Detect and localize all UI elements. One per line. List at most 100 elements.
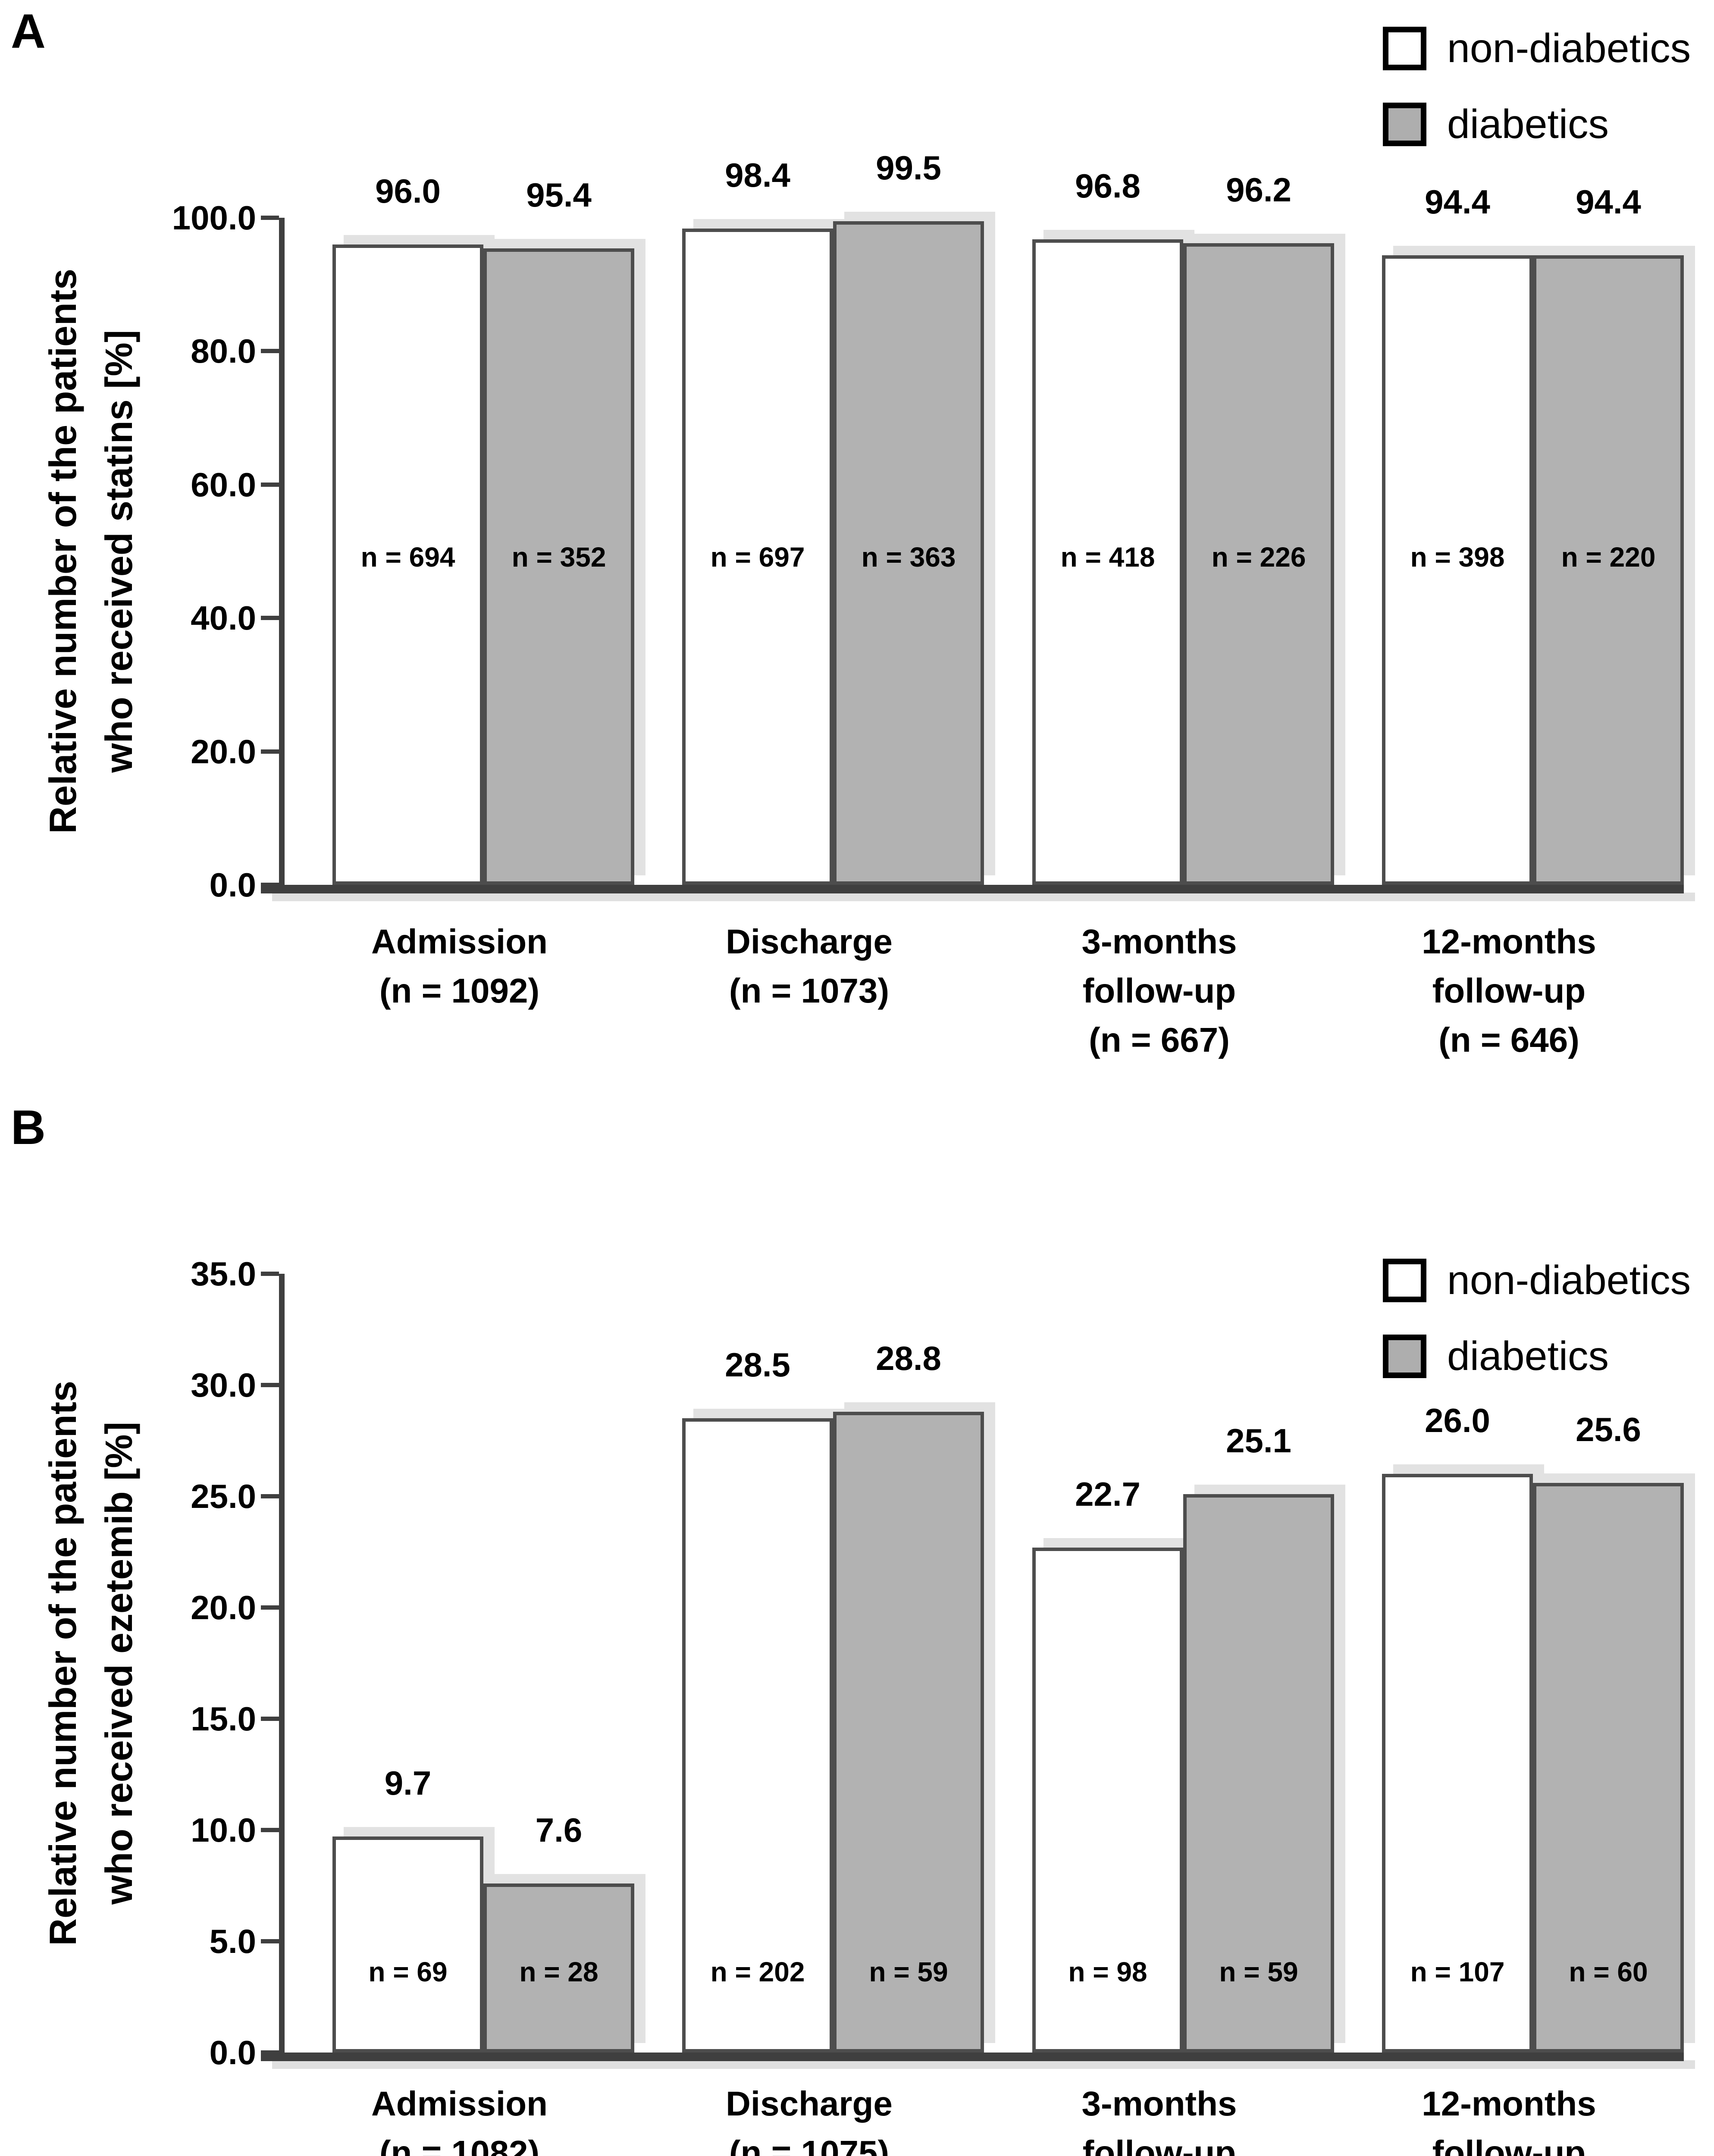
bar-n-label: n = 352 <box>511 542 606 573</box>
bar-value-label: 96.0 <box>375 172 441 210</box>
x-axis-label-line: follow-up <box>1082 2134 1236 2156</box>
y-axis-tick-label: 25.0 <box>191 1477 256 1515</box>
bar-non-diabetics <box>1032 239 1183 885</box>
bar-value-label: 25.6 <box>1576 1410 1641 1448</box>
legend-panel-a: non-diabetics diabetics <box>1383 25 1691 148</box>
y-axis-tick-mark <box>261 1494 279 1498</box>
bar-value-label: 7.6 <box>535 1811 583 1849</box>
bar-diabetics <box>1183 1494 1334 2053</box>
y-axis-tick-label: 40.0 <box>191 599 256 637</box>
panel-a-letter: A <box>11 4 46 58</box>
bar-n-label: n = 28 <box>519 1956 598 1987</box>
bar-value-label: 28.8 <box>876 1339 941 1377</box>
y-axis-tick-label: 35.0 <box>191 1255 256 1293</box>
x-axis-label-line: (n = 1092) <box>379 971 540 1010</box>
legend-item-diabetics: diabetics <box>1383 1333 1691 1380</box>
bar-value-label: 26.0 <box>1425 1401 1490 1439</box>
y-axis-tick-label: 60.0 <box>191 466 256 504</box>
panel-b: B non-diabetics diabetics Relative numbe… <box>0 1091 1714 2156</box>
plot-area-statins: 100.0 80.0 60.0 40.0 20.0 0.0 96.0 n = 694 95.4 n… <box>172 149 1684 1059</box>
bar-value-label: 99.5 <box>876 149 941 187</box>
y-axis-tick-label: 10.0 <box>191 1811 256 1849</box>
bar-n-label: n = 694 <box>360 542 455 573</box>
bar-group: 94.4 n = 398 94.4 n = 220 <box>1334 183 1684 885</box>
y-axis-tick-mark <box>261 216 279 220</box>
bar-non-diabetics <box>1032 1548 1183 2053</box>
y-axis-title-statins: Relative number of the patients who recei… <box>41 218 141 885</box>
bar-value-label: 96.2 <box>1226 171 1291 209</box>
y-axis-title-line: Relative number of the patients <box>41 1380 84 1946</box>
y-axis-tick-label: 80.0 <box>191 332 256 370</box>
plot-area-ezetemib: 35.0 30.0 25.0 20.0 15.0 10.0 5.0 0.0 9.7 n = 69 7… <box>191 1255 1684 2156</box>
x-axis-label-line: follow-up <box>1432 2134 1586 2156</box>
y-axis-tick-label: 20.0 <box>191 1589 256 1626</box>
legend-item-non-diabetics: non-diabetics <box>1383 1257 1691 1304</box>
x-axis-label-line: follow-up <box>1082 971 1236 1010</box>
y-axis-tick-label: 0.0 <box>209 2034 256 2071</box>
bar-group: 28.5 n = 202 28.8 n = 59 <box>634 1274 984 2053</box>
bar-non-diabetics <box>1382 255 1533 885</box>
bar-diabetics <box>483 248 634 885</box>
y-axis-tick-mark <box>261 1605 279 1610</box>
legend-swatch-diabetics <box>1383 1335 1426 1378</box>
legend-swatch-non-diabetics <box>1383 27 1426 70</box>
bar-diabetics <box>833 221 984 885</box>
y-axis-tick-label: 100.0 <box>172 199 256 237</box>
bar-diabetics <box>1533 1483 1684 2053</box>
y-axis-tick-label: 15.0 <box>191 1700 256 1738</box>
bar-diabetics <box>1533 255 1684 885</box>
x-axis-label-line: Admission <box>371 922 548 961</box>
x-axis-label-line: (n = 1075) <box>729 2134 890 2156</box>
y-axis-tick-label: 30.0 <box>191 1366 256 1404</box>
bar-n-label: n = 202 <box>710 1956 805 1987</box>
y-axis-tick-mark <box>261 483 279 487</box>
x-axis-label-line: Discharge <box>726 922 893 961</box>
x-axis-category-label: Admission (n = 1082) <box>285 2079 634 2156</box>
bar-group: 96.8 n = 418 96.2 n = 226 <box>984 167 1334 885</box>
legend-label-non-diabetics: non-diabetics <box>1447 25 1691 71</box>
y-axis-line <box>279 218 285 893</box>
bar-value-label: 96.8 <box>1075 167 1141 205</box>
x-axis-category-label: 12-months follow-up (n = 646) <box>1334 917 1684 1065</box>
bar-group: 22.7 n = 98 25.1 n = 59 <box>984 1274 1334 2053</box>
bar-group: 98.4 n = 697 99.5 n = 363 <box>634 149 984 885</box>
y-axis-tick-mark <box>261 616 279 620</box>
x-axis-category-label: Admission (n = 1092) <box>285 917 634 1015</box>
x-axis-label-line: 12-months <box>1422 2084 1596 2123</box>
bar-n-label: n = 59 <box>869 1956 948 1987</box>
x-axis-category-label: 3-months follow-up (n = 667) <box>984 917 1334 1065</box>
x-axis-label-line: 3-months <box>1081 922 1237 961</box>
bar-diabetics <box>483 1883 634 2053</box>
bar-non-diabetics <box>332 1836 483 2053</box>
legend-item-diabetics: diabetics <box>1383 101 1691 148</box>
bar-value-label: 98.4 <box>725 156 790 194</box>
x-axis-label-line: 12-months <box>1422 922 1596 961</box>
bar-n-label: n = 363 <box>861 542 956 573</box>
bar-diabetics <box>833 1412 984 2053</box>
y-axis-tick-mark <box>261 1383 279 1387</box>
legend-swatch-non-diabetics <box>1383 1259 1426 1302</box>
panel-b-letter: B <box>11 1100 46 1154</box>
y-axis-tick-mark <box>261 749 279 754</box>
x-axis-label-line: (n = 1073) <box>729 971 890 1010</box>
x-axis-label-line: (n = 1082) <box>379 2134 540 2156</box>
legend-item-non-diabetics: non-diabetics <box>1383 25 1691 72</box>
x-axis-category-label: Discharge (n = 1073) <box>634 917 984 1015</box>
bar-n-label: n = 107 <box>1410 1956 1505 1987</box>
bar-non-diabetics <box>1382 1474 1533 2053</box>
bar-value-label: 28.5 <box>725 1346 790 1384</box>
y-axis-tick-label: 20.0 <box>191 733 256 771</box>
bar-group: 26.0 n = 107 25.6 n = 60 <box>1334 1274 1684 2053</box>
y-axis-tick-mark <box>261 1939 279 1943</box>
x-axis-line <box>261 2053 1684 2061</box>
x-axis-label-line: 3-months <box>1081 2084 1237 2123</box>
x-axis-category-label: Discharge (n = 1075) <box>634 2079 984 2156</box>
bar-n-label: n = 220 <box>1561 542 1656 573</box>
y-axis-tick-mark <box>261 1717 279 1721</box>
bar-diabetics <box>1183 243 1334 885</box>
panel-a: A non-diabetics diabetics Relative numbe… <box>11 4 1691 1059</box>
y-axis-tick-mark <box>261 1272 279 1276</box>
bar-non-diabetics <box>332 244 483 885</box>
y-axis-tick-label: 0.0 <box>209 866 256 904</box>
legend-panel-b: non-diabetics diabetics <box>1383 1257 1691 1380</box>
